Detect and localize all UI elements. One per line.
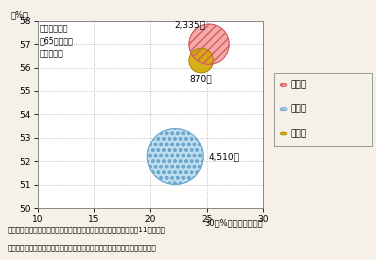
Text: 資料）警察庁資料、岩手県、宮城県、福島県の各県資料より国土交通省作成: 資料）警察庁資料、岩手県、宮城県、福島県の各県資料より国土交通省作成 — [8, 244, 156, 251]
Text: 宮城県: 宮城県 — [291, 105, 307, 114]
Ellipse shape — [147, 128, 203, 185]
Text: （注）　円の大きさと数値は、犠牲となった高齢者数を表す。８月11日時点。: （注） 円の大きさと数値は、犠牲となった高齢者数を表す。８月11日時点。 — [8, 226, 165, 233]
Ellipse shape — [189, 48, 214, 73]
Text: 30（%）（高齢化率）: 30（%）（高齢化率） — [205, 219, 263, 228]
Text: 福島県: 福島県 — [291, 129, 307, 138]
Text: 4,510人: 4,510人 — [209, 152, 240, 161]
Text: 870人: 870人 — [190, 75, 212, 84]
Text: 岩手県: 岩手県 — [291, 80, 307, 89]
Text: （死者に占め
る65歳以上人
口の割合）: （死者に占め る65歳以上人 口の割合） — [40, 24, 74, 58]
Text: （%）: （%） — [11, 10, 29, 19]
Text: 2,335人: 2,335人 — [174, 20, 205, 29]
Ellipse shape — [189, 24, 229, 64]
